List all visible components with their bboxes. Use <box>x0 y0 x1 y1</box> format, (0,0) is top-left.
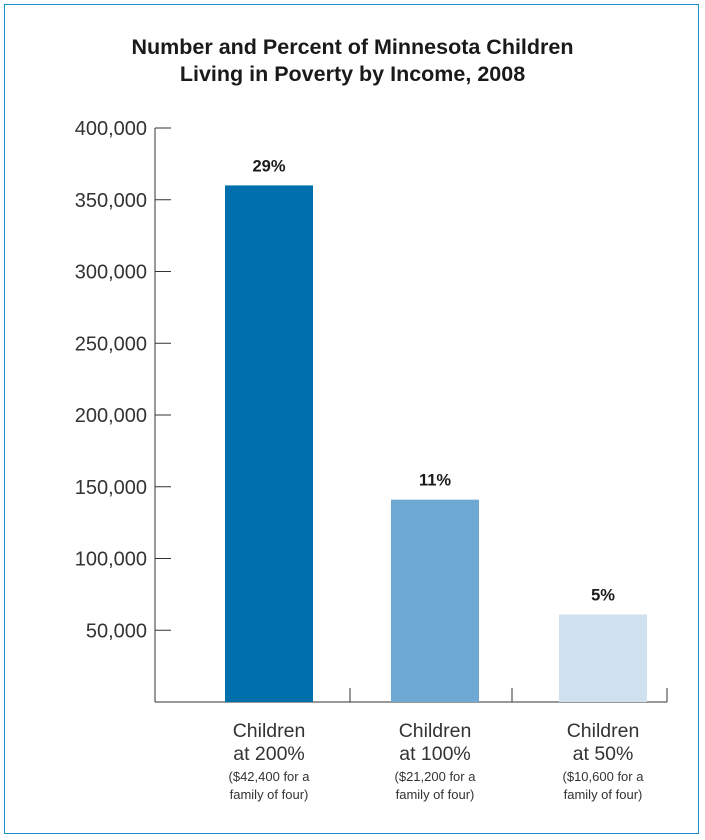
x-category-label: Children <box>567 720 640 742</box>
chart-title-line-1: Number and Percent of Minnesota Children <box>131 35 574 59</box>
y-tick-label: 400,000 <box>75 118 147 140</box>
x-category-sublabel: ($42,400 for a <box>229 769 311 784</box>
x-category-sublabel: family of four) <box>230 787 309 802</box>
x-category-sublabel: ($10,600 for a <box>563 769 645 784</box>
x-category-label: Children <box>399 720 472 742</box>
y-tick-label: 150,000 <box>75 477 147 499</box>
y-tick-label: 300,000 <box>75 262 147 284</box>
bar <box>225 185 313 702</box>
bar <box>559 614 647 702</box>
y-tick-label: 250,000 <box>75 333 147 355</box>
y-tick-label: 50,000 <box>86 620 147 642</box>
x-category-sublabel: ($21,200 for a <box>395 769 477 784</box>
bar-data-label: 5% <box>591 586 615 604</box>
bar <box>391 499 479 702</box>
x-category-sublabel: family of four) <box>564 787 643 802</box>
x-category-sublabel: family of four) <box>396 787 475 802</box>
bar-data-label: 29% <box>252 157 285 175</box>
y-tick-label: 200,000 <box>75 405 147 427</box>
x-category-label: at 100% <box>399 743 471 765</box>
chart-title-line-2: Living in Poverty by Income, 2008 <box>179 62 526 86</box>
x-category-label: at 200% <box>233 743 305 765</box>
y-tick-label: 350,000 <box>75 190 147 212</box>
x-category-label: at 50% <box>573 743 634 765</box>
x-category-label: Children <box>233 720 306 742</box>
bar-data-label: 11% <box>419 472 451 490</box>
y-tick-label: 100,000 <box>75 549 147 571</box>
